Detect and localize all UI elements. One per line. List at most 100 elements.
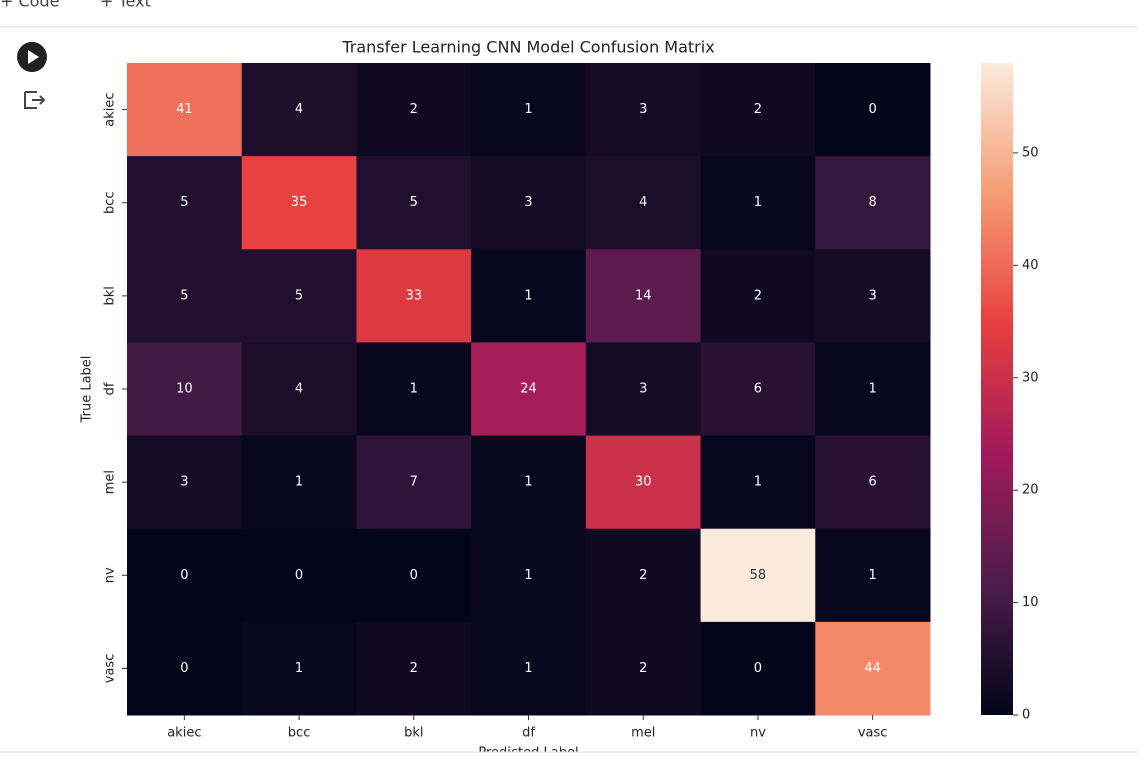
heatmap-cell: [241, 342, 357, 437]
cell-label: 3: [639, 382, 647, 397]
y-axis-label: True Label: [80, 356, 95, 424]
colorbar-tick-label: 20: [1022, 483, 1039, 498]
colorbar-tick-label: 0: [1022, 708, 1030, 723]
cell-label: 5: [180, 195, 188, 210]
add-text-button[interactable]: + Text: [100, 0, 151, 11]
colorbar-tick-label: 30: [1022, 370, 1039, 385]
heatmap-cell: [471, 435, 587, 530]
cell-label: 41: [176, 102, 193, 117]
heatmap-cell: [700, 435, 816, 530]
heatmap-cell: [585, 528, 702, 623]
heatmap-cell: [241, 621, 357, 716]
cell-label: 58: [750, 568, 767, 583]
heatmap-cell: [241, 435, 357, 530]
cell-label: 2: [410, 661, 418, 676]
cell-label: 2: [754, 102, 762, 117]
cell-label: 5: [180, 288, 188, 303]
cell-label: 24: [520, 382, 537, 397]
heatmap-cell: [585, 621, 702, 716]
cell-label: 33: [406, 288, 423, 303]
cell-label: 35: [291, 195, 308, 210]
cell-label: 4: [639, 195, 647, 210]
cell-label: 1: [524, 568, 532, 583]
cell-label: 30: [635, 475, 652, 490]
heatmap-cell: [585, 249, 702, 343]
cell-label: 6: [754, 382, 762, 397]
heatmap-cell: [241, 156, 357, 250]
heatmap-cell: [471, 528, 587, 623]
cell-label: 5: [295, 288, 303, 303]
colorbar: [981, 63, 1013, 715]
heatmap-cell: [815, 342, 931, 437]
cell-label: 0: [180, 568, 188, 583]
heatmap-cell: [356, 435, 472, 530]
heatmap-cell: [356, 621, 472, 716]
cell-label: 1: [869, 568, 877, 583]
cell-label: 5: [410, 195, 418, 210]
heatmap-cell: [127, 621, 243, 716]
heatmap-cell: [815, 621, 931, 716]
heatmap-cell: [815, 63, 931, 157]
heatmap-cell: [127, 249, 243, 343]
cell-label: 2: [410, 102, 418, 117]
y-tick-label: nv: [103, 567, 118, 583]
heatmap-cell: [585, 156, 702, 250]
cell-label: 1: [524, 661, 532, 676]
heatmap-cell: [700, 249, 816, 343]
cell-label: 44: [864, 661, 881, 676]
cell-label: 3: [180, 475, 188, 490]
heatmap-cell: [127, 435, 243, 530]
heatmap-cell: [471, 621, 587, 716]
x-tick-label: vasc: [858, 726, 888, 741]
heatmap-cell: [356, 249, 472, 343]
cell-label: 0: [869, 102, 877, 117]
bottom-cover: [0, 752, 1138, 770]
y-tick-label: mel: [103, 470, 118, 494]
cell-label: 0: [180, 661, 188, 676]
heatmap-cell: [471, 63, 587, 157]
colorbar-tick-label: 40: [1022, 258, 1039, 273]
x-tick-label: df: [522, 726, 535, 741]
heatmap-cell: [700, 156, 816, 250]
add-code-button[interactable]: + Code: [0, 0, 59, 11]
cell-label: 10: [176, 382, 193, 397]
cell-label: 2: [639, 568, 647, 583]
cell-label: 4: [295, 102, 303, 117]
cell-label: 1: [295, 661, 303, 676]
heatmap-cell: [356, 528, 472, 623]
cell-label: 1: [524, 102, 532, 117]
run-icon: [28, 50, 39, 64]
heatmap-cell: [356, 342, 472, 437]
cell-label: 3: [524, 195, 532, 210]
heatmap-cell: [585, 342, 702, 437]
y-tick-label: bcc: [103, 191, 118, 214]
x-tick-label: mel: [631, 726, 655, 741]
heatmap-cell: [127, 63, 243, 157]
y-tick-label: akiec: [103, 92, 118, 126]
cell-label: 1: [869, 382, 877, 397]
heatmap-cell: [356, 156, 472, 250]
cell-label: 3: [869, 288, 877, 303]
x-tick-label: akiec: [167, 726, 201, 741]
heatmap-cell: [585, 63, 702, 157]
chart-title: Transfer Learning CNN Model Confusion Ma…: [341, 38, 714, 57]
cell-label: 0: [754, 661, 762, 676]
chart: Transfer Learning CNN Model Confusion Ma…: [80, 38, 1039, 761]
cell-label: 1: [754, 195, 762, 210]
cell-label: 2: [754, 288, 762, 303]
x-tick-label: nv: [750, 726, 766, 741]
cell-label: 6: [869, 475, 877, 490]
cell-label: 2: [639, 661, 647, 676]
heatmap-cell: [241, 63, 357, 157]
heatmap-cell: [471, 156, 587, 250]
heatmap-cell: [585, 435, 702, 530]
y-tick-label: vasc: [103, 654, 118, 684]
heatmap-cell: [127, 342, 243, 437]
x-tick-label: bcc: [288, 726, 311, 741]
cell-label: 0: [410, 568, 418, 583]
output-icon[interactable]: [24, 91, 46, 109]
cell-label: 1: [410, 382, 418, 397]
cell-label: 0: [295, 568, 303, 583]
colorbar-tick-label: 10: [1022, 595, 1039, 610]
heatmap-cell: [356, 63, 472, 157]
